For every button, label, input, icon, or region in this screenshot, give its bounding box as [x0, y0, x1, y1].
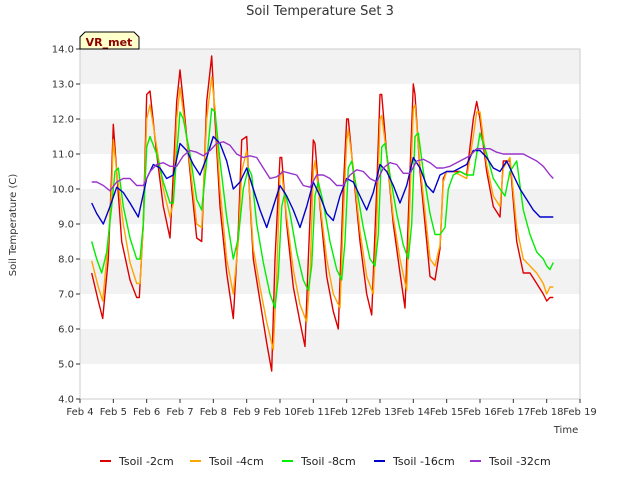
- x-tick-label: Feb 6: [133, 407, 160, 418]
- series-line-tsoil-16cm: [91, 135, 554, 229]
- grid-band: [80, 84, 580, 119]
- x-tick-label: Feb 5: [100, 407, 127, 418]
- series-lines: [91, 55, 554, 372]
- y-tick-label: 4.0: [58, 395, 74, 406]
- x-tick-label: Feb 9: [233, 407, 260, 418]
- grid-band: [80, 49, 580, 84]
- badge-box: [79, 31, 140, 50]
- grid-band: [80, 154, 580, 189]
- vr-met-badge: VR_met: [79, 31, 140, 50]
- y-axis: 4.0 5.0 6.0 7.0 8.0 9.0 10.0 11.0 12.0 13.0 14.0: [52, 45, 80, 406]
- y-tick-label: 13.0: [52, 80, 74, 91]
- x-tick-label: Feb 7: [166, 407, 193, 418]
- x-tick-label: Feb 12: [330, 407, 364, 418]
- legend-label-tsoil-2cm: Tsoil -2cm: [118, 455, 174, 468]
- x-tick-label: Feb 13: [363, 407, 397, 418]
- x-tick-label: Feb 8: [200, 407, 227, 418]
- x-tick-label: Feb 17: [497, 407, 531, 418]
- legend-label-tsoil-16cm: Tsoil -16cm: [392, 455, 455, 468]
- x-tick-label: Feb 18: [530, 407, 564, 418]
- y-axis-title: Soil Temperature (C): [8, 174, 19, 277]
- chart-title: Soil Temperature Set 3: [246, 4, 394, 19]
- legend-label-tsoil-4cm: Tsoil -4cm: [208, 455, 264, 468]
- y-tick-label: 5.0: [58, 360, 74, 371]
- grid-bands: [80, 49, 580, 399]
- x-tick-label: Feb 10: [263, 407, 297, 418]
- x-axis: Feb 4 Feb 5 Feb 6 Feb 7 Feb 8 Feb 9 Feb 10 Feb …: [66, 399, 597, 418]
- grid-band: [80, 364, 580, 399]
- legend-label-tsoil-8cm: Tsoil -8cm: [300, 455, 356, 468]
- y-tick-label: 10.0: [52, 185, 74, 196]
- x-tick-label: Feb 15: [430, 407, 464, 418]
- y-tick-label: 11.0: [52, 150, 74, 161]
- series-line-tsoil-32cm: [91, 141, 554, 192]
- x-tick-label: Feb 16: [463, 407, 497, 418]
- y-tick-label: 14.0: [52, 45, 74, 56]
- y-tick-label: 7.0: [58, 290, 74, 301]
- x-tick-label: Feb 11: [297, 407, 331, 418]
- grid-band: [80, 329, 580, 364]
- x-tick-label: Feb 4: [66, 407, 93, 418]
- legend-label-tsoil-32cm: Tsoil -32cm: [488, 455, 551, 468]
- x-axis-title: Time: [553, 425, 578, 436]
- grid-band: [80, 294, 580, 329]
- series-line-tsoil-4cm: [91, 76, 554, 351]
- y-tick-label: 8.0: [58, 255, 74, 266]
- x-tick-label: Feb 19: [563, 407, 597, 418]
- y-tick-label: 9.0: [58, 220, 74, 231]
- x-tick-label: Feb 14: [397, 407, 431, 418]
- y-tick-label: 12.0: [52, 115, 74, 126]
- grid-band: [80, 119, 580, 154]
- legend: Tsoil -2cm Tsoil -4cm Tsoil -8cm Tsoil -16c…: [100, 455, 551, 468]
- y-tick-label: 6.0: [58, 325, 74, 336]
- badge-label: VR_met: [86, 36, 133, 49]
